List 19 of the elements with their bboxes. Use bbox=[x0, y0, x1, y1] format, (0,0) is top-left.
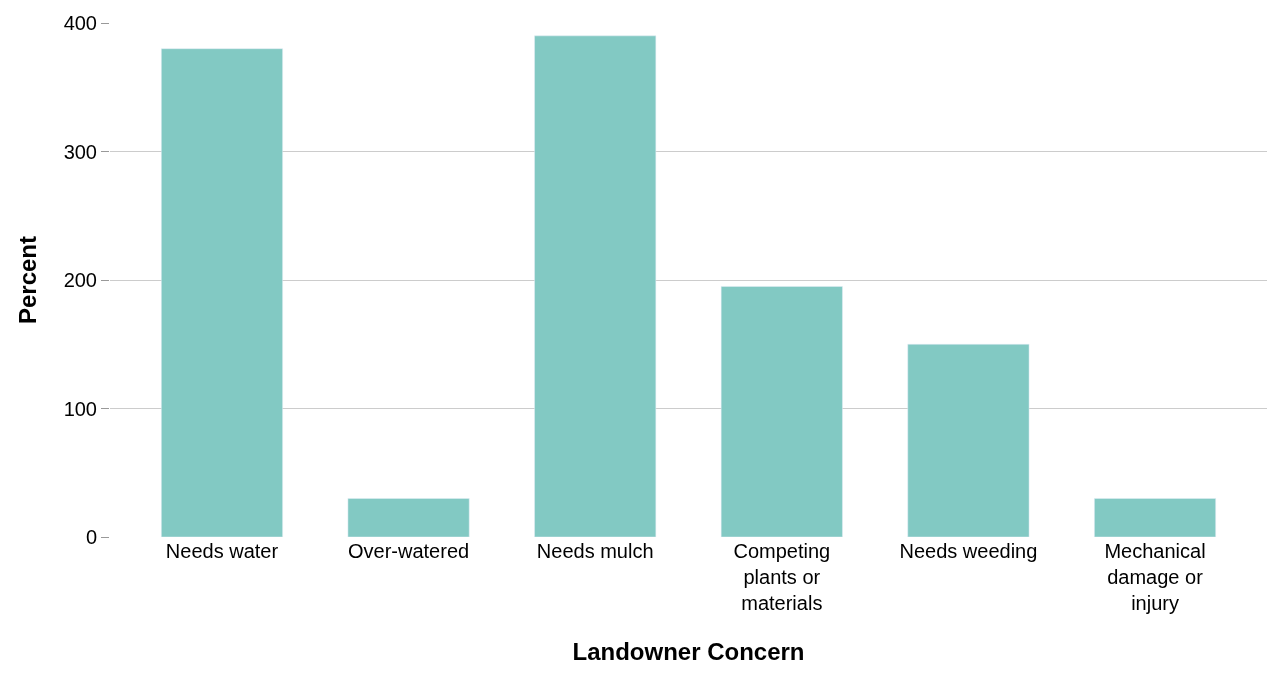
x-tick-label: Over-watered bbox=[348, 540, 470, 562]
x-axis-title: Landowner Concern bbox=[572, 638, 805, 666]
y-tick-label: 400 bbox=[63, 12, 97, 34]
bar bbox=[907, 344, 1030, 537]
bar bbox=[720, 286, 843, 537]
bar bbox=[347, 498, 470, 537]
x-tick-label: Competing plants or materials bbox=[733, 540, 831, 614]
bar bbox=[1094, 498, 1216, 537]
bar bbox=[534, 35, 657, 537]
x-tick-label: Needs water bbox=[165, 540, 279, 562]
y-axis-title: Percent bbox=[13, 235, 41, 325]
bar bbox=[161, 48, 283, 537]
x-tick-label: Needs mulch bbox=[536, 540, 654, 562]
x-tick-label: Needs weeding bbox=[899, 540, 1038, 562]
y-tick-label: 200 bbox=[63, 269, 97, 291]
y-tick-label: 0 bbox=[85, 526, 97, 548]
y-tick-label: 300 bbox=[63, 140, 97, 163]
y-tick-label: 100 bbox=[63, 397, 97, 420]
x-tick-label: Mechanical damage or injury bbox=[1104, 540, 1206, 614]
